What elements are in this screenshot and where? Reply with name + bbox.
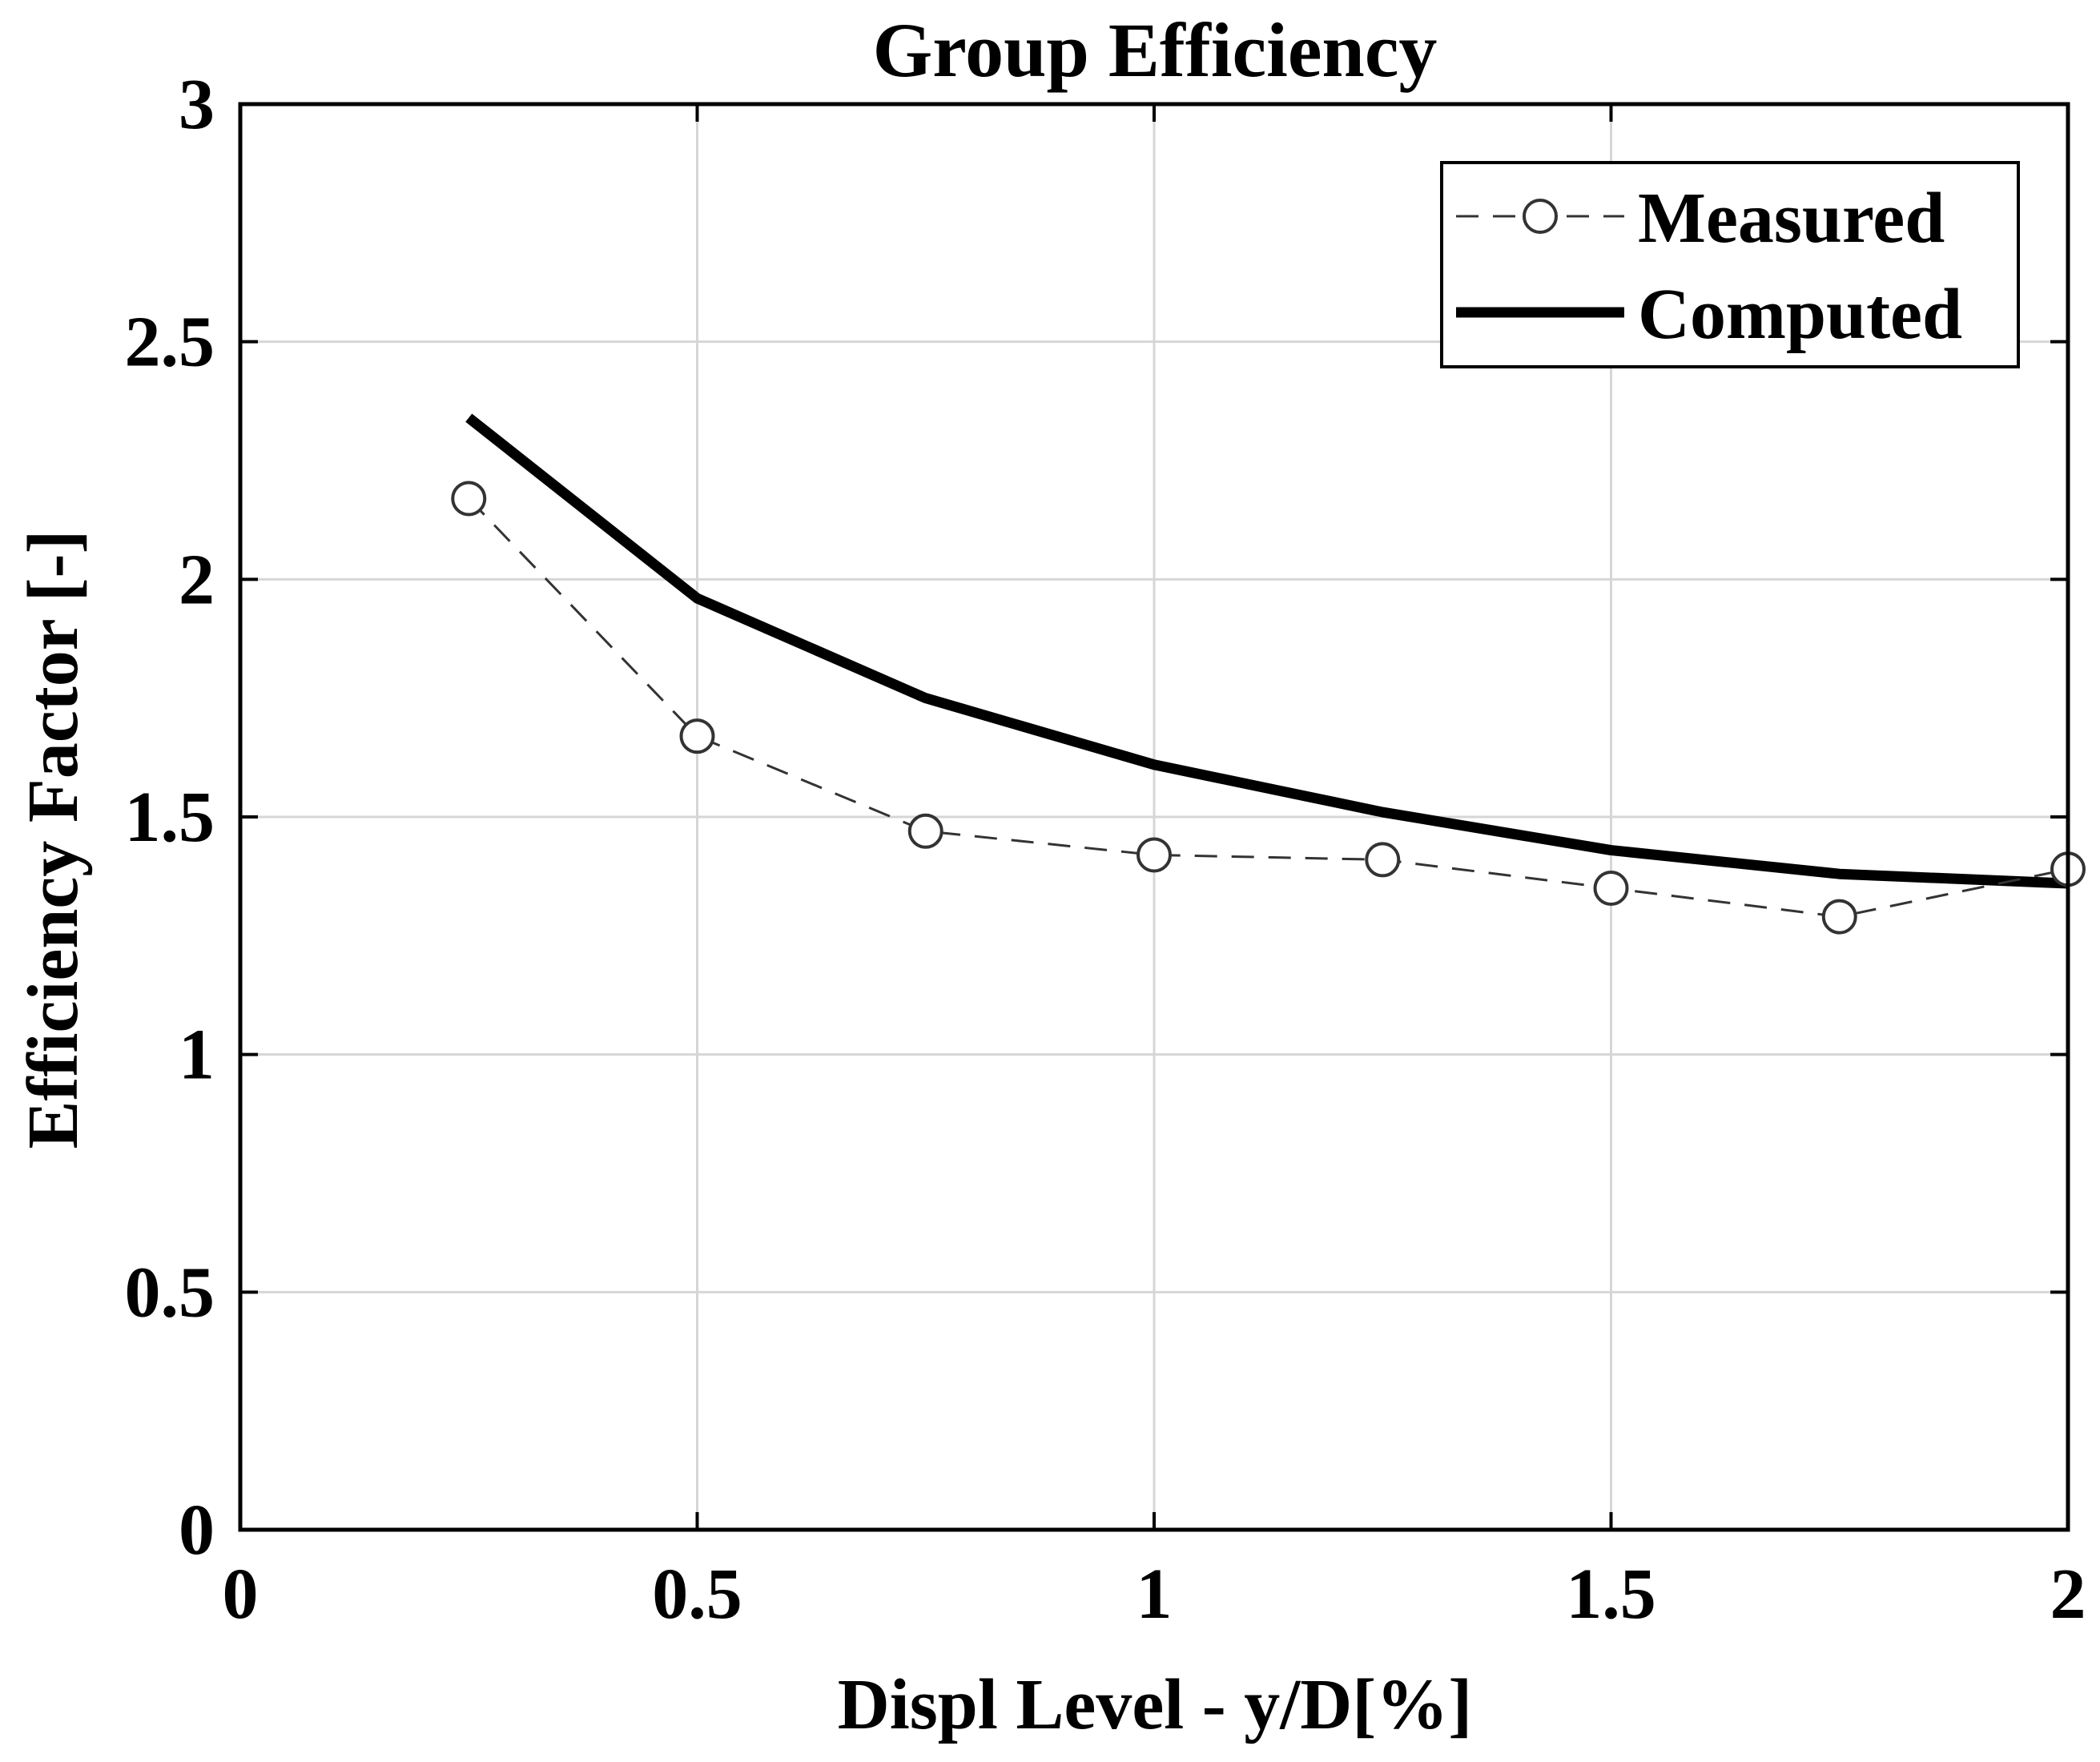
y-tick-label: 2 bbox=[179, 540, 215, 619]
x-tick-label: 2 bbox=[2050, 1555, 2086, 1634]
x-tick-label: 0.5 bbox=[652, 1555, 742, 1634]
legend-computed-label: Computed bbox=[1638, 275, 1962, 354]
legend-measured-label: Measured bbox=[1638, 179, 1945, 258]
y-tick-label: 2.5 bbox=[125, 303, 215, 382]
measured-point bbox=[907, 813, 943, 849]
series-measured-line bbox=[468, 497, 2069, 919]
series-layer bbox=[451, 413, 2086, 935]
x-axis-label: Displ Level - y/D[%] bbox=[838, 1665, 1472, 1744]
measured-point bbox=[1136, 837, 1172, 873]
ticks: 0 0.5 1 1.5 2 0 0.5 1 1.5 2 2.5 3 bbox=[125, 65, 2086, 1634]
legend-box bbox=[1440, 161, 2020, 368]
measured-point bbox=[1365, 842, 1401, 878]
y-tick-label: 0 bbox=[179, 1490, 215, 1570]
y-axis-label: Efficiency Factor [-] bbox=[14, 530, 93, 1149]
series-computed-line bbox=[465, 413, 2069, 889]
x-tick-label: 0 bbox=[223, 1555, 259, 1634]
measured-point bbox=[1821, 899, 1857, 935]
legend-measured-marker bbox=[1523, 199, 1558, 234]
measured-point bbox=[679, 718, 715, 754]
measured-point bbox=[1593, 871, 1629, 906]
measured-point bbox=[451, 481, 487, 517]
y-tick-label: 1 bbox=[179, 1016, 215, 1095]
chart-title: Group Efficiency bbox=[873, 7, 1438, 93]
x-tick-label: 1 bbox=[1136, 1555, 1173, 1634]
x-tick-label: 1.5 bbox=[1566, 1555, 1656, 1634]
y-tick-label: 1.5 bbox=[125, 778, 215, 857]
y-tick-label: 3 bbox=[179, 65, 215, 144]
legend: Measured Computed bbox=[1440, 161, 2020, 368]
y-tick-label: 0.5 bbox=[125, 1253, 215, 1332]
